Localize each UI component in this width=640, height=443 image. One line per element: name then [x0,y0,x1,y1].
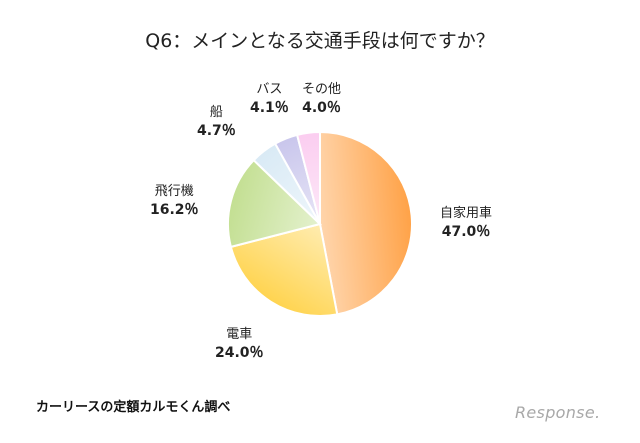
category-label: 船 [209,105,223,120]
source-note: カーリースの定額カルモくん調べ [36,400,231,415]
slice-label-plane: 飛行機 16.2％ [150,182,199,220]
category-label: 自家用車 [440,206,493,221]
category-label: その他 [302,82,342,97]
value-label: 4.7％ [197,123,236,139]
value-label: 4.0％ [302,100,341,116]
value-label: 16.2％ [150,202,199,218]
pie-slice-car [319,130,413,316]
value-label: 24.0％ [215,345,264,361]
category-label: 電車 [226,327,253,342]
slice-label-train: 電車 24.0％ [215,325,264,363]
response-logo: Response. [515,403,601,422]
slice-label-other: その他 4.0％ [302,80,341,118]
value-label: 4.1％ [250,100,289,116]
category-label: 飛行機 [154,184,194,199]
pie-slice-other [295,130,321,225]
value-label: 47.0％ [441,224,491,240]
slice-label-bus: バス 4.1％ [250,80,289,118]
pie-slice-plane [227,158,322,249]
slice-label-ship: 船 4.7％ [197,103,236,141]
slice-label-car: 自家用車 47.0％ [440,204,492,242]
pie-slice-train [229,222,339,317]
chart-title: Q6：メインとなる交通手段は何ですか？ [145,30,495,52]
category-label: バス [256,82,283,97]
